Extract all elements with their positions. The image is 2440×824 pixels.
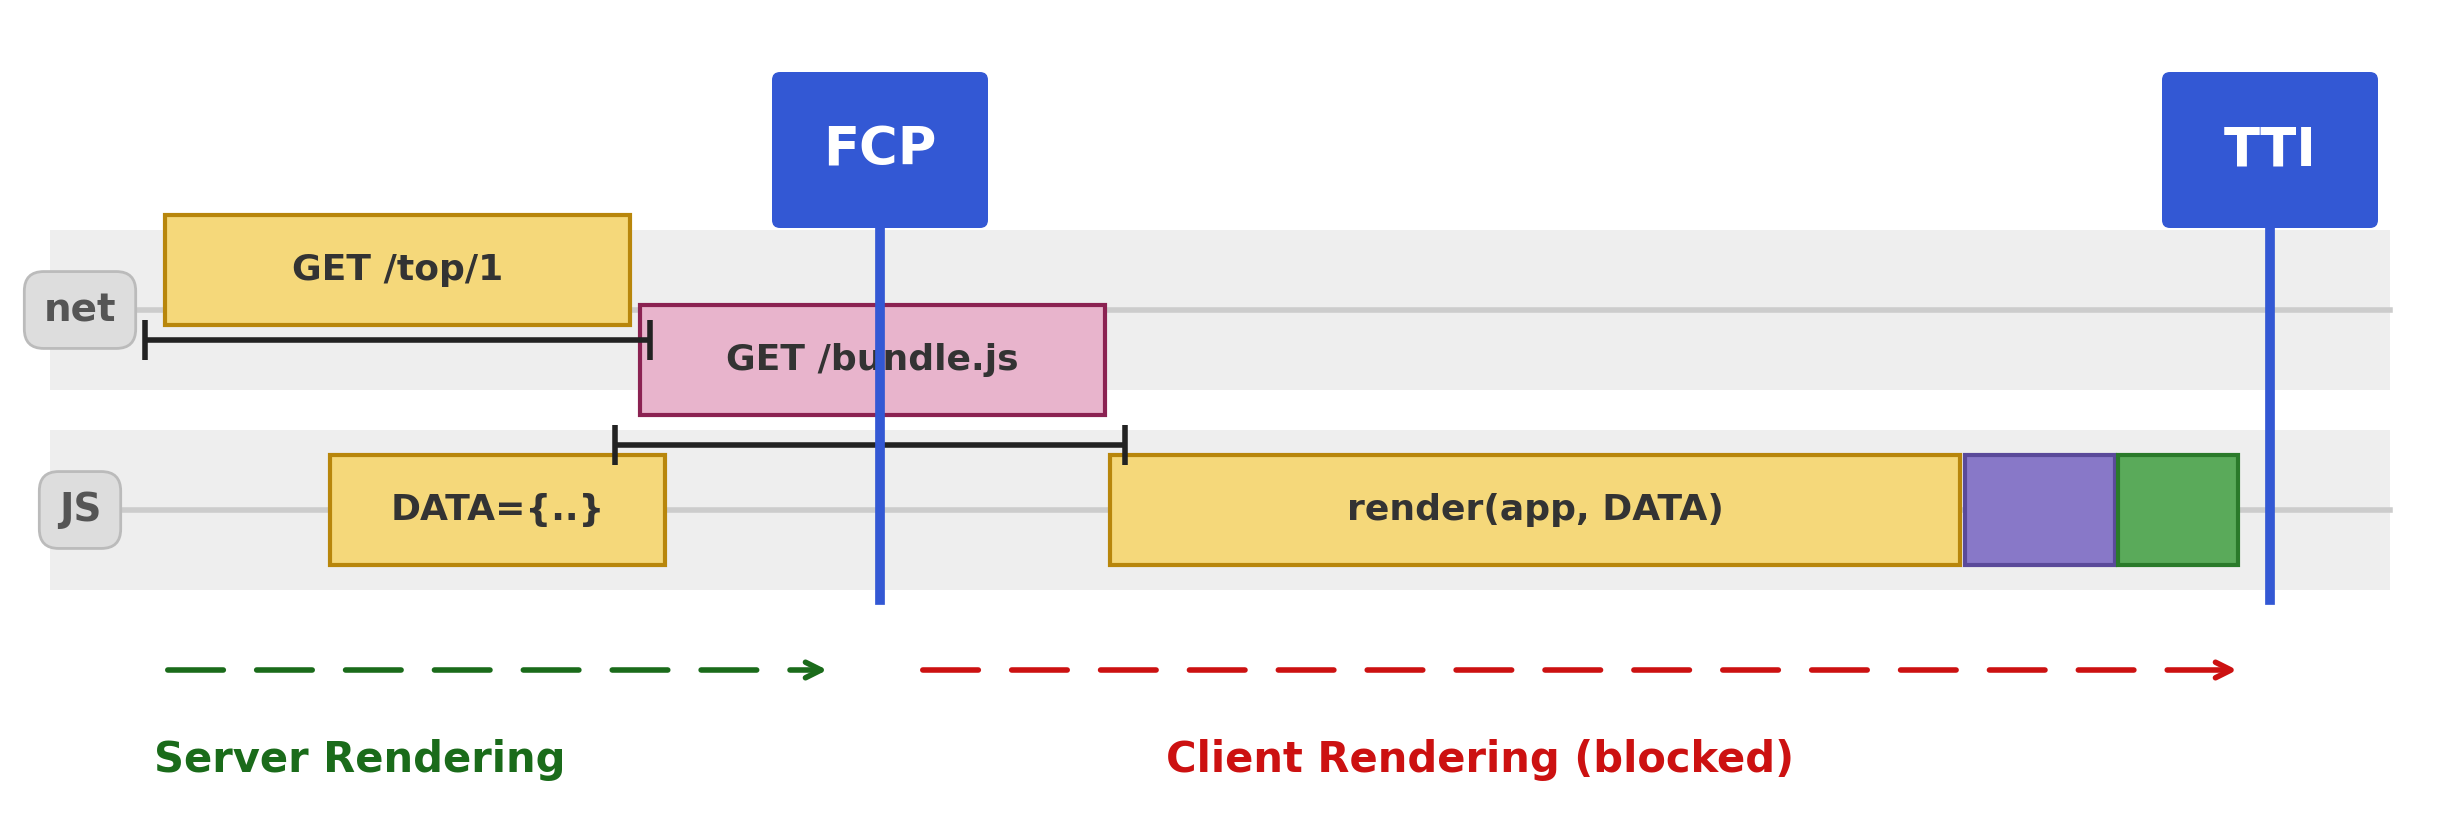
Bar <box>49 430 2391 590</box>
Text: render(app, DATA): render(app, DATA) <box>1347 493 1723 527</box>
Bar <box>166 215 630 325</box>
FancyBboxPatch shape <box>2162 72 2379 228</box>
Text: net: net <box>44 291 117 329</box>
Text: FCP: FCP <box>822 124 937 176</box>
Text: GET /top/1: GET /top/1 <box>293 253 503 287</box>
Bar <box>2118 455 2237 565</box>
Bar <box>1110 455 1959 565</box>
Text: JS: JS <box>59 491 100 529</box>
Bar <box>329 455 666 565</box>
Text: Server Rendering: Server Rendering <box>154 739 566 781</box>
FancyBboxPatch shape <box>771 72 988 228</box>
Text: DATA={..}: DATA={..} <box>390 493 605 527</box>
Text: TTI: TTI <box>2223 124 2316 176</box>
Bar <box>49 230 2391 390</box>
Text: Client Rendering (blocked): Client Rendering (blocked) <box>1166 739 1793 781</box>
Text: GET /bundle.js: GET /bundle.js <box>727 343 1020 377</box>
Bar <box>639 305 1105 415</box>
Bar <box>1964 455 2115 565</box>
